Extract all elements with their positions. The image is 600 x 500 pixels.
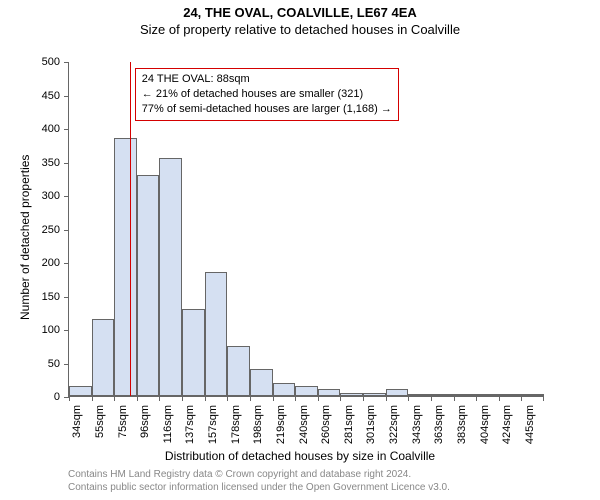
ytick-label: 100 xyxy=(30,324,60,336)
histogram-bar xyxy=(408,394,431,396)
xtick-line xyxy=(363,396,364,401)
ytick-line xyxy=(64,163,69,164)
histogram-bar xyxy=(159,158,182,396)
histogram-bar xyxy=(250,369,273,396)
xtick-label: 445sqm xyxy=(524,405,536,444)
histogram-bar xyxy=(386,389,409,396)
ytick-label: 250 xyxy=(30,224,60,236)
xtick-label: 55sqm xyxy=(94,405,106,438)
x-axis-label: Distribution of detached houses by size … xyxy=(0,449,600,463)
annotation-box: 24 THE OVAL: 88sqm← 21% of detached hous… xyxy=(135,68,399,121)
xtick-line xyxy=(318,396,319,401)
xtick-label: 96sqm xyxy=(139,405,151,438)
xtick-label: 281sqm xyxy=(343,405,355,444)
histogram-bar xyxy=(499,394,522,396)
ytick-label: 50 xyxy=(30,358,60,370)
xtick-label: 219sqm xyxy=(275,405,287,444)
xtick-line xyxy=(521,396,522,401)
copyright-line2: Contains public sector information licen… xyxy=(68,481,450,494)
ytick-label: 200 xyxy=(30,257,60,269)
ytick-line xyxy=(64,230,69,231)
xtick-line xyxy=(137,396,138,401)
histogram-bar xyxy=(182,309,205,396)
xtick-line xyxy=(114,396,115,401)
xtick-label: 343sqm xyxy=(411,405,423,444)
annotation-line: 24 THE OVAL: 88sqm xyxy=(142,72,392,87)
ytick-line xyxy=(64,330,69,331)
xtick-line xyxy=(340,396,341,401)
xtick-line xyxy=(159,396,160,401)
annotation-line: 77% of semi-detached houses are larger (… xyxy=(142,102,392,117)
xtick-line xyxy=(250,396,251,401)
ytick-label: 450 xyxy=(30,90,60,102)
property-marker-line xyxy=(130,62,131,396)
xtick-label: 383sqm xyxy=(456,405,468,444)
annotation-line: ← 21% of detached houses are smaller (32… xyxy=(142,87,392,102)
histogram-bar xyxy=(521,394,544,396)
xtick-label: 116sqm xyxy=(162,405,174,443)
xtick-label: 424sqm xyxy=(501,405,513,444)
copyright-block: Contains HM Land Registry data © Crown c… xyxy=(68,468,450,494)
ytick-label: 150 xyxy=(30,291,60,303)
xtick-label: 34sqm xyxy=(71,405,83,438)
ytick-line xyxy=(64,196,69,197)
chart-title-line2: Size of property relative to detached ho… xyxy=(0,22,600,37)
xtick-label: 322sqm xyxy=(388,405,400,444)
histogram-bar xyxy=(476,394,499,396)
ytick-line xyxy=(64,129,69,130)
ytick-line xyxy=(64,96,69,97)
xtick-line xyxy=(227,396,228,401)
chart-title-line1: 24, THE OVAL, COALVILLE, LE67 4EA xyxy=(0,5,600,20)
histogram-bar xyxy=(205,272,228,396)
histogram-bar xyxy=(431,394,454,396)
xtick-line xyxy=(273,396,274,401)
xtick-line xyxy=(499,396,500,401)
xtick-label: 301sqm xyxy=(365,405,377,444)
ytick-label: 500 xyxy=(30,56,60,68)
ytick-label: 350 xyxy=(30,157,60,169)
chart-container: 24, THE OVAL, COALVILLE, LE67 4EA Size o… xyxy=(0,0,600,500)
ytick-line xyxy=(64,297,69,298)
xtick-label: 240sqm xyxy=(298,405,310,444)
xtick-label: 260sqm xyxy=(320,405,332,444)
ytick-line xyxy=(64,62,69,63)
xtick-line xyxy=(182,396,183,401)
copyright-line1: Contains HM Land Registry data © Crown c… xyxy=(68,468,450,481)
xtick-line xyxy=(543,396,544,401)
xtick-line xyxy=(454,396,455,401)
histogram-bar xyxy=(137,175,160,396)
xtick-label: 137sqm xyxy=(184,405,196,444)
histogram-bar xyxy=(92,319,115,396)
histogram-bar xyxy=(454,394,477,396)
ytick-label: 400 xyxy=(30,123,60,135)
ytick-label: 0 xyxy=(30,391,60,403)
xtick-line xyxy=(205,396,206,401)
xtick-label: 404sqm xyxy=(479,405,491,444)
xtick-line xyxy=(431,396,432,401)
xtick-label: 198sqm xyxy=(252,405,264,444)
ytick-line xyxy=(64,263,69,264)
xtick-line xyxy=(408,396,409,401)
xtick-label: 75sqm xyxy=(117,405,129,438)
xtick-label: 363sqm xyxy=(433,405,445,444)
xtick-label: 178sqm xyxy=(230,405,242,444)
histogram-bar xyxy=(295,386,318,396)
histogram-bar xyxy=(363,393,386,396)
histogram-bar xyxy=(69,386,92,396)
ytick-line xyxy=(64,364,69,365)
xtick-line xyxy=(386,396,387,401)
xtick-line xyxy=(476,396,477,401)
histogram-bar xyxy=(340,393,363,396)
xtick-label: 157sqm xyxy=(207,405,219,444)
histogram-bar xyxy=(273,383,296,396)
histogram-bar xyxy=(114,138,137,396)
xtick-line xyxy=(92,396,93,401)
histogram-bar xyxy=(318,389,341,396)
xtick-line xyxy=(69,396,70,401)
xtick-line xyxy=(295,396,296,401)
histogram-bar xyxy=(227,346,250,396)
ytick-label: 300 xyxy=(30,190,60,202)
